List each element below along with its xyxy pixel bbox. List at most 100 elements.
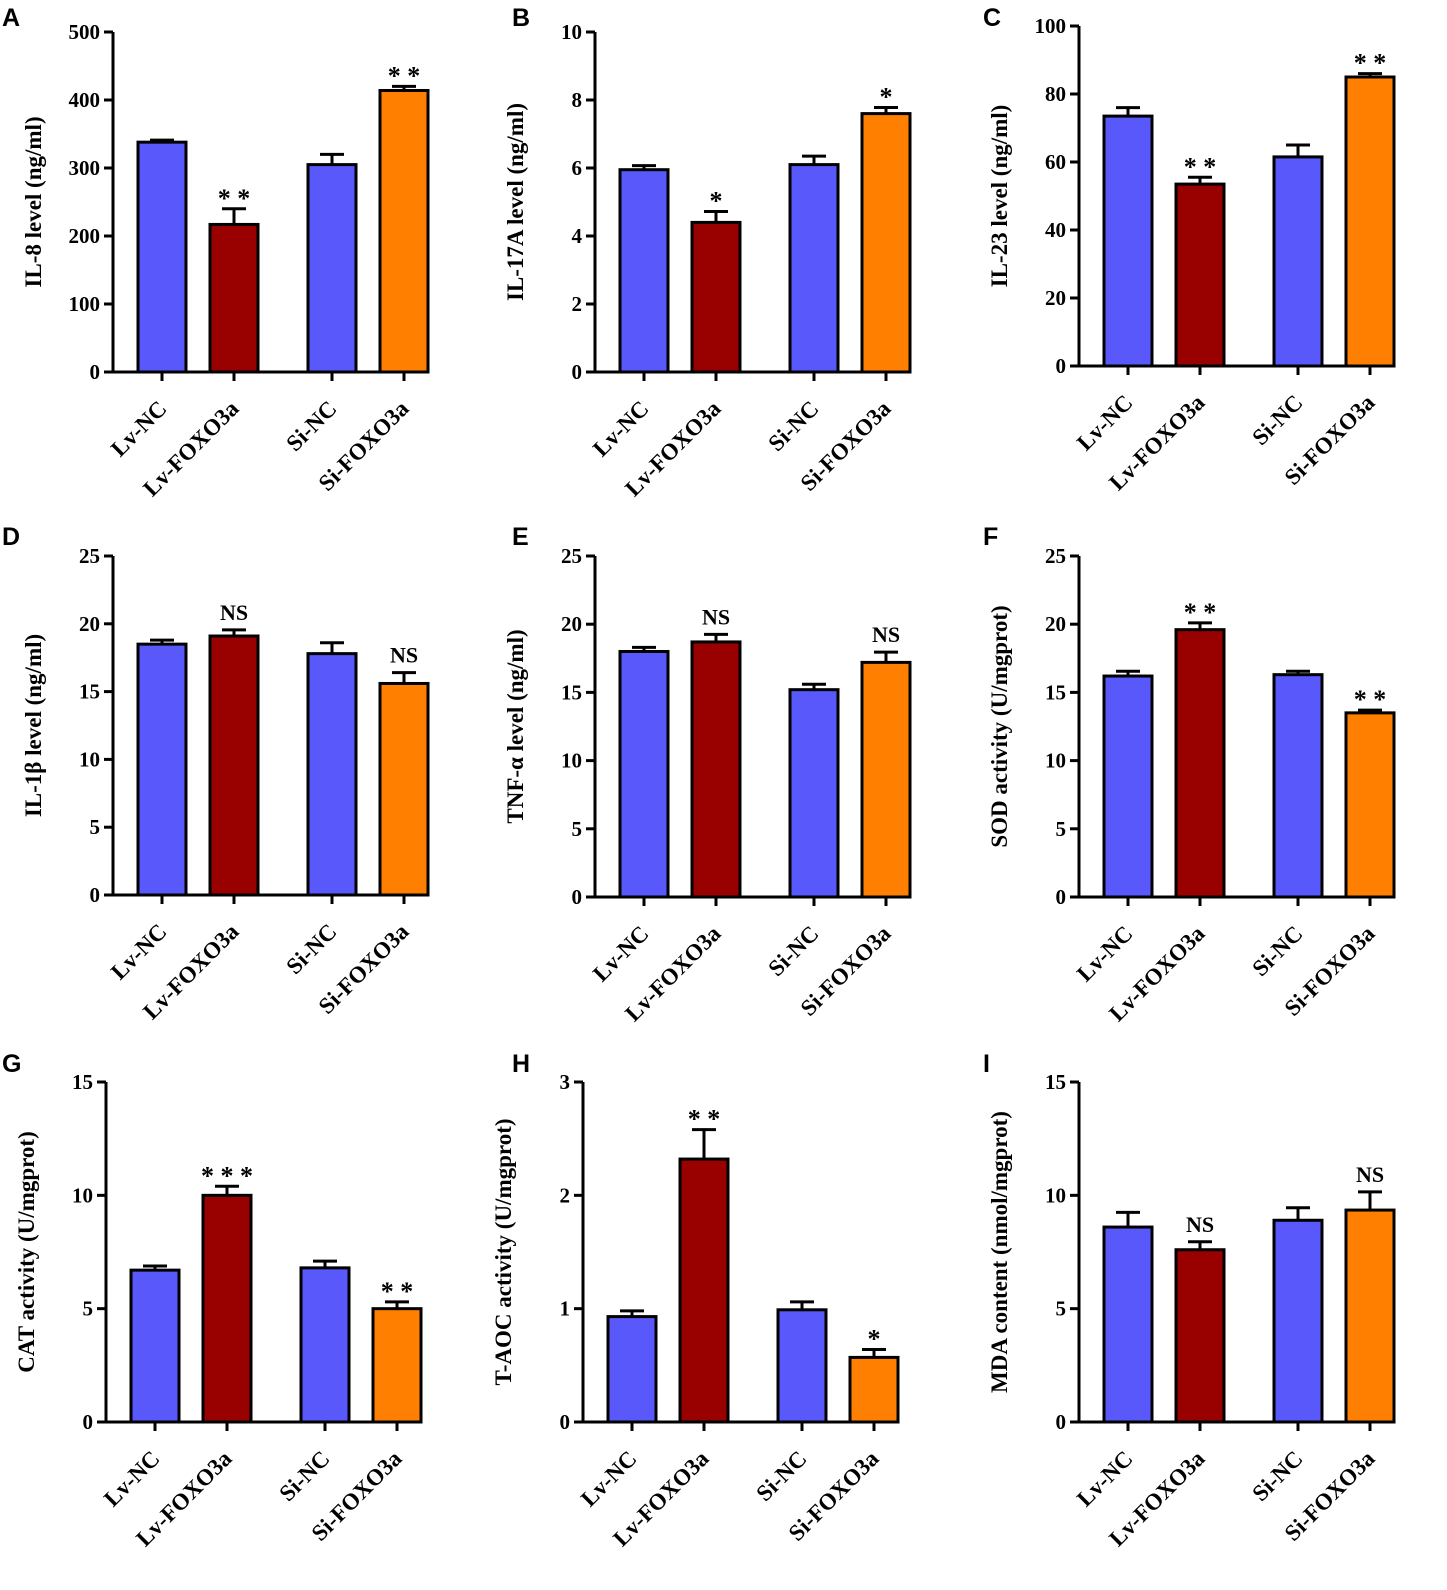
bar-lv-nc	[136, 642, 188, 897]
bar-si-foxo3a	[371, 1307, 423, 1424]
x-category-label: Si-NC	[281, 919, 341, 979]
x-category-label: Si-NC	[281, 396, 341, 456]
y-tick-label: 15	[561, 680, 582, 704]
x-category-label: Si-NC	[1247, 921, 1307, 981]
y-tick-label: 3	[560, 1070, 571, 1094]
y-axis-title: T-AOC activity (U/mgprot)	[491, 1118, 516, 1385]
x-category-label: Si-NC	[274, 1446, 334, 1506]
y-tick-label: 5	[83, 1297, 94, 1321]
bar-lv-foxo3a	[1174, 182, 1226, 368]
y-tick-label: 0	[572, 360, 583, 384]
panel-letter: B	[512, 4, 530, 32]
significance-label: *	[880, 82, 893, 111]
y-tick-label: 400	[69, 88, 101, 112]
bar-lv-foxo3a	[208, 634, 260, 897]
significance-label: * *	[1184, 598, 1217, 627]
x-category-label: Si-NC	[763, 396, 823, 456]
x-category-label: Lv-NC	[1072, 1446, 1138, 1512]
bar-lv-foxo3a	[208, 222, 260, 374]
y-tick-label: 20	[79, 612, 100, 636]
panel-letter: H	[512, 1050, 530, 1078]
bar-lv-foxo3a	[690, 640, 742, 899]
x-category-label: Lv-NC	[99, 1446, 165, 1512]
x-category-label: Lv-NC	[106, 396, 172, 462]
panel-letter: E	[512, 523, 529, 551]
bar-si-foxo3a	[378, 88, 430, 374]
y-tick-label: 300	[69, 156, 101, 180]
y-tick-label: 2	[560, 1183, 571, 1207]
y-tick-label: 500	[69, 20, 101, 44]
bar-si-foxo3a	[378, 681, 430, 897]
significance-label: NS	[390, 643, 418, 668]
bar-si-nc	[1272, 1218, 1324, 1424]
bar-lv-nc	[618, 649, 670, 899]
y-tick-label: 15	[79, 680, 100, 704]
x-category-label: Lv-NC	[588, 396, 654, 462]
bar-si-foxo3a	[1344, 75, 1396, 368]
significance-label: *	[868, 1324, 881, 1353]
y-axis-title: IL-8 level (ng/ml)	[21, 116, 46, 287]
x-category-label: Si-NC	[751, 1446, 811, 1506]
bar-si-nc	[776, 1308, 828, 1424]
bar-lv-foxo3a	[1174, 628, 1226, 899]
y-tick-label: 0	[83, 1410, 94, 1434]
significance-label: NS	[872, 622, 900, 647]
bar-lv-foxo3a	[201, 1193, 253, 1424]
x-category-label: Si-NC	[1247, 1446, 1307, 1506]
bar-si-nc	[306, 163, 358, 374]
bar-lv-foxo3a	[1174, 1248, 1226, 1424]
y-tick-label: 6	[572, 156, 583, 180]
significance-label: * *	[1184, 152, 1217, 181]
bar-si-foxo3a	[1344, 1208, 1396, 1424]
y-tick-label: 20	[1045, 612, 1066, 636]
bar-si-nc	[1272, 673, 1324, 899]
y-tick-label: 10	[1045, 749, 1066, 773]
y-tick-label: 10	[79, 747, 100, 771]
panel-letter: D	[2, 523, 20, 551]
y-tick-label: 25	[79, 544, 100, 568]
panel-letter: C	[983, 4, 1001, 32]
y-tick-label: 1	[560, 1297, 571, 1321]
panel-letter: G	[2, 1050, 21, 1078]
bar-lv-foxo3a	[690, 220, 742, 374]
y-tick-label: 5	[1056, 1297, 1067, 1321]
y-tick-label: 0	[1056, 1410, 1067, 1434]
panel-letter: A	[2, 4, 20, 32]
x-category-label: Lv-NC	[588, 921, 654, 987]
y-axis-title: CAT activity (U/mgprot)	[14, 1131, 39, 1372]
y-tick-label: 10	[72, 1183, 93, 1207]
significance-label: NS	[1356, 1162, 1384, 1187]
significance-label: * *	[688, 1105, 721, 1134]
significance-label: * *	[381, 1277, 414, 1306]
chart-panel-a: A 0 100 200 300 400 500 IL-8 level (ng/ml) Lv-NC…	[2, 4, 430, 501]
y-tick-label: 0	[1056, 885, 1067, 909]
y-tick-label: 40	[1045, 218, 1066, 242]
y-tick-label: 80	[1045, 82, 1066, 106]
y-tick-label: 15	[72, 1070, 93, 1094]
y-tick-label: 0	[1056, 354, 1067, 378]
significance-label: * *	[218, 184, 251, 213]
panel-letter: I	[983, 1050, 990, 1078]
y-tick-label: 15	[1045, 1070, 1066, 1094]
panel-letter: F	[983, 523, 998, 551]
y-tick-label: 4	[572, 224, 583, 248]
x-category-label: Lv-NC	[106, 919, 172, 985]
bar-si-nc	[299, 1266, 351, 1424]
bar-lv-nc	[1102, 114, 1154, 368]
significance-label: NS	[1186, 1212, 1214, 1237]
bar-lv-nc	[1102, 674, 1154, 899]
y-tick-label: 20	[1045, 286, 1066, 310]
bar-lv-foxo3a	[678, 1157, 730, 1424]
y-tick-label: 5	[1056, 817, 1067, 841]
y-tick-label: 100	[69, 292, 101, 316]
y-tick-label: 25	[1045, 544, 1066, 568]
y-axis-title: IL-1β level (ng/ml)	[21, 634, 46, 817]
x-category-label: Lv-NC	[1072, 921, 1138, 987]
bar-si-nc	[306, 652, 358, 897]
x-category-label: Lv-NC	[1072, 390, 1138, 456]
y-tick-label: 15	[1045, 680, 1066, 704]
